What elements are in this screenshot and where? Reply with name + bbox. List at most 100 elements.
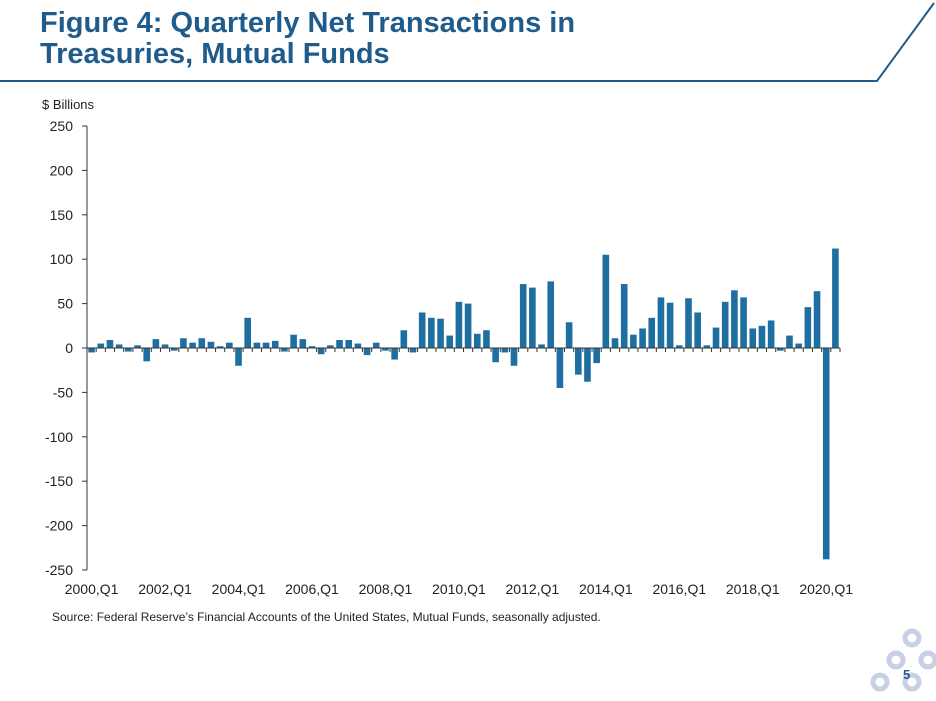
bar [409, 348, 417, 353]
y-tick-label: -150 [45, 473, 73, 489]
bar [455, 301, 463, 348]
bar [180, 338, 187, 348]
bar [372, 342, 380, 348]
x-tick-label: 2000,Q1 [65, 581, 119, 597]
bar [446, 335, 454, 348]
x-tick-label: 2014,Q1 [579, 581, 633, 597]
bar [712, 327, 720, 348]
source-note: Source: Federal Reserve’s Financial Acco… [52, 610, 601, 624]
y-tick-label: -100 [45, 429, 73, 445]
bar [639, 328, 646, 348]
bar [437, 318, 444, 348]
y-tick-label: -200 [45, 518, 73, 534]
bar [143, 348, 150, 362]
bar [675, 345, 683, 348]
bar [464, 303, 472, 348]
bar [593, 348, 600, 364]
x-tick-label: 2002,Q1 [138, 581, 192, 597]
bar [630, 334, 637, 348]
bar [804, 307, 812, 348]
bar [428, 317, 435, 348]
bar [354, 343, 362, 348]
bar-chart: $ Billions 250 200 150 100 50 0 -50 -100 -150 -200… [42, 97, 853, 597]
bar [584, 348, 591, 382]
bar [758, 325, 766, 348]
bar [786, 335, 793, 348]
bar [731, 290, 738, 348]
title-line-1: Figure 4: Quarterly Net Transactions in [40, 7, 576, 39]
y-tick-label: 250 [50, 118, 74, 134]
bar [198, 338, 206, 348]
page-number: 5 [903, 667, 911, 682]
bar [161, 344, 169, 348]
bar [492, 348, 499, 363]
bar [574, 348, 582, 375]
bar [336, 340, 343, 348]
bar [281, 348, 288, 352]
bar [345, 340, 353, 348]
x-tick-label: 2018,Q1 [726, 581, 780, 597]
bar [106, 340, 114, 348]
bar [538, 344, 545, 348]
bar [235, 348, 242, 366]
bar [602, 254, 610, 348]
bar [189, 342, 196, 348]
bar [391, 348, 398, 360]
bar [308, 346, 316, 348]
bar [262, 342, 270, 348]
bar [556, 348, 564, 388]
fed-logo-icon [870, 628, 936, 692]
bar [832, 248, 839, 348]
bar [501, 348, 509, 353]
bar [226, 342, 233, 348]
bar [216, 346, 224, 348]
bar [657, 297, 665, 348]
x-tick-label: 2006,Q1 [285, 581, 339, 597]
x-tick-label: 2008,Q1 [359, 581, 413, 597]
bar [207, 341, 215, 348]
x-tick-label: 2020,Q1 [799, 581, 853, 597]
bar [685, 298, 692, 348]
bar [244, 317, 252, 348]
bar [749, 328, 757, 348]
bar [767, 320, 775, 348]
bar [547, 281, 555, 348]
y-tick-label: -50 [53, 384, 73, 400]
y-tick-label: 200 [50, 162, 74, 178]
bar [813, 291, 821, 348]
y-tick-label: 100 [50, 251, 74, 267]
bar [703, 345, 711, 348]
y-tick-label: 0 [65, 340, 73, 356]
bar [740, 297, 747, 348]
bar [721, 301, 729, 348]
y-tick-label: -250 [45, 562, 73, 578]
bar [88, 348, 95, 353]
bar [529, 287, 536, 348]
bar [418, 312, 426, 348]
bar [519, 284, 527, 348]
x-tick-label: 2016,Q1 [652, 581, 706, 597]
bar [97, 343, 105, 348]
bar [483, 330, 490, 348]
bar [253, 342, 261, 348]
title-underline [0, 2, 935, 82]
bar [822, 348, 830, 560]
bar [400, 330, 408, 348]
bar [152, 339, 160, 348]
bar [510, 348, 518, 366]
bar [565, 322, 573, 348]
bar [299, 339, 307, 348]
y-tick-label: 50 [57, 296, 73, 312]
bar [290, 334, 297, 348]
bar [666, 302, 674, 348]
bar [473, 333, 481, 348]
bar [620, 284, 628, 348]
bar [694, 312, 701, 348]
bar [115, 344, 123, 348]
bar [327, 345, 334, 348]
bar [170, 348, 178, 351]
title-line-2: Treasuries, Mutual Funds [40, 38, 390, 70]
bar [271, 340, 279, 348]
x-tick-label: 2004,Q1 [212, 581, 266, 597]
x-tick-label: 2012,Q1 [506, 581, 560, 597]
